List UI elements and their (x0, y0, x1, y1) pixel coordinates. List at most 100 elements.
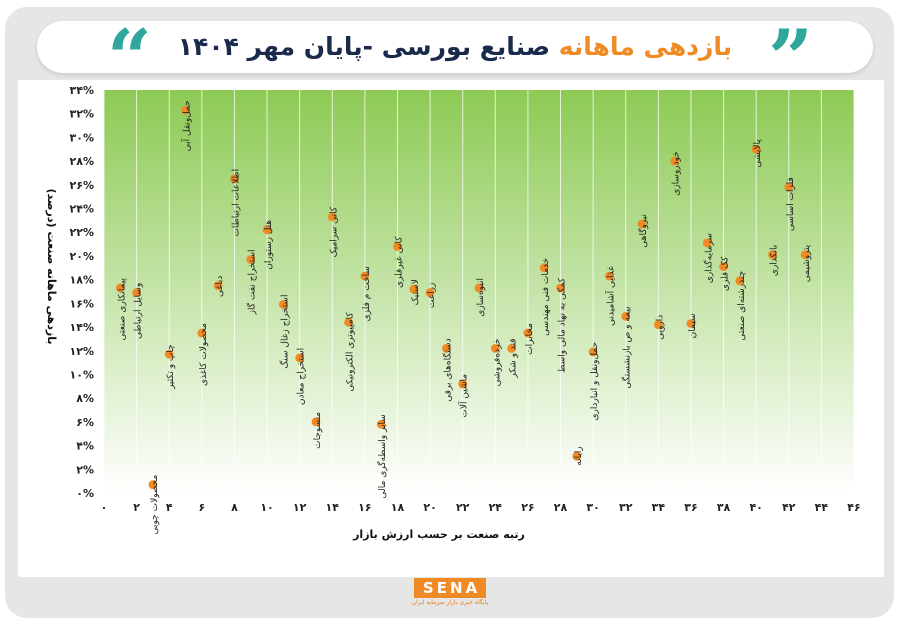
x-tick-label: ۱۶ (358, 501, 371, 514)
data-point (246, 255, 256, 264)
data-point-label: زراعت (427, 283, 437, 308)
y-tick-label: ۳۴% (70, 84, 94, 97)
scatter-chart: ۰ ۲ ۴ ۶ ۸ ۱۰ ۱۲ ۱۴ ۱۶ ۱۸ ۲۰ ۲۲ ۲۴ ۲۶ ۲۸ ۳۰ ۳۲ ۳۴ ۳۶ ۳۸ ۴۰ ۴۲ ۴… (45, 84, 861, 541)
x-tick-label: ۲ (133, 501, 140, 514)
data-point (132, 288, 142, 298)
data-point (295, 353, 305, 363)
data-point (686, 319, 696, 328)
title-rest: صنایع بورسی -پایان مهر ۱۴۰۴ (177, 32, 559, 61)
data-point-label: سایر واسطه‌گری مالی (376, 414, 388, 498)
data-point (425, 288, 435, 298)
data-point-label: وسایل ارتباطی (134, 283, 144, 339)
data-point (507, 343, 517, 353)
y-tick-label: ۰% (76, 487, 94, 500)
data-point (653, 320, 663, 330)
y-tick-label: ۴% (76, 440, 94, 453)
data-point (637, 219, 647, 229)
data-point (556, 283, 565, 293)
data-point-label: دارویی (655, 315, 665, 340)
data-point (784, 182, 794, 192)
data-point-label: استخراج نفت گاز (246, 249, 258, 315)
y-tick-label: ۳۲% (70, 108, 94, 121)
y-tick-label: ۱۴% (70, 321, 94, 334)
title-highlight: بازدهی ماهانه (558, 32, 733, 61)
x-tick-label: ۴۰ (749, 501, 762, 514)
data-point (768, 250, 777, 260)
data-point-label: دستگاه‌های برقی (441, 338, 453, 401)
data-point (278, 300, 288, 309)
data-point (702, 238, 712, 248)
data-point-label: حمل‌ونقل و انبارداری (590, 342, 600, 421)
x-tick-label: ۱۸ (391, 501, 405, 514)
page-title: بازدهی ماهانه صنایع بورسی -پایان مهر ۱۴۰… (177, 29, 733, 65)
y-tick-label: ۲۰% (70, 250, 94, 263)
x-tick-label: ۳۰ (586, 501, 599, 514)
y-tick-label: ۸% (76, 392, 94, 405)
data-point-label: خرده‌فروشی (492, 338, 502, 386)
data-point-label: کمکی به نهاد مالی واسط (558, 277, 568, 373)
data-point (621, 311, 631, 321)
y-tick-label: ۶% (76, 416, 94, 429)
x-tick-label: ۲۶ (521, 501, 534, 514)
header-bar: “ بازدهی ماهانه صنایع بورسی -پایان مهر ۱… (37, 19, 873, 99)
y-tick-label: ۳۰% (70, 131, 94, 144)
data-point-label: ساخت م فلزی (362, 266, 372, 321)
data-point (588, 347, 598, 357)
x-tick-label: ۳۲ (619, 501, 633, 514)
data-point (539, 263, 549, 273)
data-point (605, 271, 614, 281)
y-tick-label: ۱۰% (70, 368, 94, 381)
data-point (213, 281, 223, 290)
data-point (441, 343, 451, 353)
data-point-label: کانی سرامیک (329, 206, 339, 257)
data-point-label: لاستیک (411, 279, 421, 305)
y-tick-label: ۲۶% (70, 179, 94, 192)
x-tick-label: ۴۴ (815, 501, 829, 514)
y-tick-label: ۲۸% (70, 155, 94, 168)
chart-panel: ۰ ۲ ۴ ۶ ۸ ۱۰ ۱۲ ۱۴ ۱۶ ۱۸ ۲۰ ۲۲ ۲۴ ۲۶ ۲۸ ۳۰ ۳۲ ۳۴ ۳۶ ۳۸ ۴۰ ۴۲ ۴… (18, 80, 884, 577)
data-point (327, 212, 337, 222)
data-point (262, 225, 272, 235)
data-point-label: غذایی آشامیدنی (604, 266, 616, 326)
data-point-label: استخراج معادن (297, 348, 307, 405)
data-point (458, 379, 468, 389)
data-point-label: نیروگاهی (637, 214, 649, 248)
data-point (490, 343, 500, 353)
data-point-label: چندرشته‌ای صنعتی (737, 271, 747, 341)
y-tick-label: ۲۴% (70, 203, 94, 216)
data-point-label: کانی غیرفلزی (394, 236, 404, 288)
x-tick-label: ۲۲ (456, 501, 470, 514)
data-point-label: خدمات فنی مهندسی (541, 258, 551, 336)
x-tick-label: ۴ (166, 501, 173, 514)
data-point (719, 262, 728, 272)
data-point (393, 242, 402, 251)
data-point-label: قند و شکر (509, 338, 519, 378)
x-tick-label: ۴۶ (847, 501, 860, 514)
data-point (523, 328, 533, 338)
data-point-label: خودروسازی (672, 151, 682, 196)
data-point-label: محصولات کاغذی (199, 323, 209, 386)
data-point-label: پیمانکاری صنعتی (117, 277, 127, 340)
data-point-label: حمل‌ونقل آبی (181, 100, 193, 151)
data-point (751, 144, 761, 154)
sena-logo: SENA پایگاه خبری بازار سرمایه ایران (409, 578, 491, 612)
x-tick-label: ۰ (101, 501, 108, 514)
data-point (409, 284, 419, 294)
data-point (181, 105, 190, 115)
data-point-label: انبوه‌سازی (476, 278, 486, 317)
data-point (670, 156, 680, 166)
data-point-label: فلزات اساسی (786, 177, 796, 231)
x-tick-label: ۳۶ (684, 501, 697, 514)
data-point-label: پتروشیمی (802, 244, 812, 282)
x-tick-label: ۱۴ (326, 501, 340, 514)
x-tick-label: ۲۴ (489, 501, 503, 514)
x-tick-label: ۶ (198, 501, 205, 514)
data-point (344, 317, 353, 327)
data-point (474, 283, 484, 293)
data-point-label: محصولات چوبی (150, 475, 160, 535)
data-point-label: ماشین آلات (458, 374, 470, 418)
data-point (164, 349, 174, 359)
y-tick-label: ۱۲% (70, 345, 94, 358)
data-point-label: سیمان (688, 314, 698, 339)
y-axis-title: بازدهی ماهانه صنعت (درصد) (45, 189, 58, 345)
